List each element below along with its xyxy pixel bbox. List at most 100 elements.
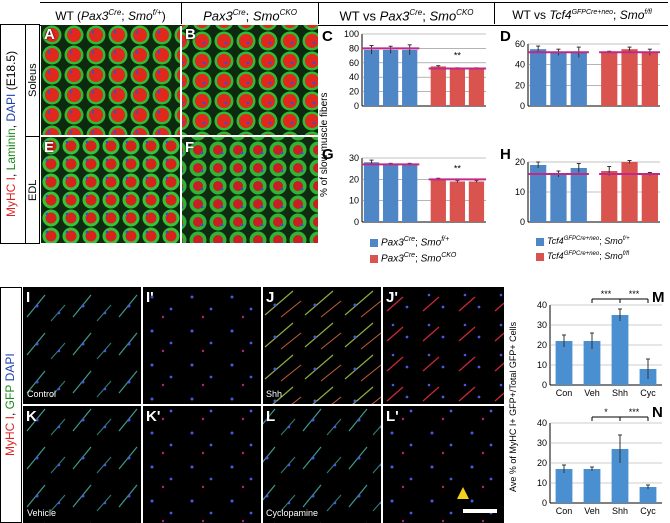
y-tick-label: 0 <box>542 380 547 390</box>
y-tick-label: 20 <box>349 174 359 184</box>
panel-label-F: F <box>185 139 195 156</box>
y-tick-label: 30 <box>349 153 359 163</box>
header-divider <box>181 2 182 24</box>
tissue-label-divider <box>26 136 40 137</box>
bar <box>641 174 658 222</box>
panel-label-Jp: J' <box>386 289 398 306</box>
y-tick-label: 60 <box>349 58 359 68</box>
header-wt-vs-pax3: WT vs Pax3Cre; SmoCKO <box>339 8 474 24</box>
caption-vehicle: Vehicle <box>27 508 57 518</box>
header-bar <box>40 2 668 26</box>
bar <box>621 162 638 222</box>
y-tick-label: 80 <box>349 43 359 53</box>
panel-label-G: G <box>322 146 334 163</box>
y-tick-label: 10 <box>537 360 547 370</box>
stain-label-box <box>0 24 26 244</box>
header-divider <box>318 2 319 24</box>
y-tick-label: 0 <box>354 217 359 227</box>
bar <box>402 49 418 106</box>
bar <box>468 181 485 222</box>
y-tick-label: 40 <box>349 72 359 82</box>
culture-grid <box>23 287 504 523</box>
x-tick-label: Shh <box>612 388 628 398</box>
panel-label-H: H <box>500 146 511 163</box>
bar <box>449 181 466 222</box>
y-tick-label: 10 <box>515 187 525 197</box>
panel-label-Ip: I' <box>146 289 154 306</box>
y-tick-label: 20 <box>537 458 547 468</box>
bar <box>363 162 380 222</box>
micrograph-E <box>41 137 180 243</box>
panel-label-C: C <box>322 28 333 45</box>
panel-label-K: K <box>26 408 37 425</box>
caption-shh: Shh <box>266 389 283 399</box>
significance-label: *** <box>629 407 640 417</box>
header-wt-vs-tcf4: WT vs Tcf4GFPCre+neo; Smof/fl <box>512 8 652 22</box>
bar <box>402 164 418 222</box>
panel-label-L: L <box>266 408 276 425</box>
x-tick-label: Con <box>556 506 573 516</box>
y-tick-label: 40 <box>515 60 525 70</box>
y-tick-label: 100 <box>344 29 359 39</box>
panel-label-M: M <box>652 289 665 306</box>
bar <box>583 341 601 385</box>
bar <box>555 469 573 503</box>
x-tick-label: Shh <box>612 506 628 516</box>
panel-label-Lp: L' <box>386 408 399 425</box>
tissue-label-box <box>26 24 40 244</box>
legend-item-wt: Pax3Cre; Smof/+ <box>370 233 456 249</box>
y-tick-label: 0 <box>520 217 525 227</box>
header-divider <box>494 2 495 24</box>
header-wt-pax3: WT (Pax3Cre; Smof/+) <box>55 8 166 23</box>
significance-label: *** <box>601 289 612 299</box>
bar <box>382 164 399 222</box>
caption-control: Control <box>27 389 57 399</box>
bar <box>611 315 629 385</box>
x-tick-label: Veh <box>584 506 600 516</box>
y-tick-label: 20 <box>515 157 525 167</box>
y-tick-label: 60 <box>515 39 525 49</box>
y-tick-label: 10 <box>349 196 359 206</box>
chart-D: 0 20 40 60 <box>515 39 660 111</box>
bar <box>530 49 547 106</box>
bar <box>550 174 567 222</box>
bar <box>601 171 618 222</box>
y-tick-label: 30 <box>537 320 547 330</box>
y-tick-label: 40 <box>537 300 547 310</box>
bottom-y-axis-title: Ave % of MyHC I+ GFP+/Total GFP+ Cells <box>508 321 518 493</box>
y-tick-label: 40 <box>537 418 547 428</box>
panel-label-E: E <box>44 139 55 156</box>
legend-item-tcf4-wt: Tcf4GFPCre+neo; Smof/+ <box>536 233 630 248</box>
header-pax3-cko: Pax3Cre; SmoCKO <box>203 8 297 24</box>
panel-label-Kp: K' <box>146 408 161 425</box>
micrograph-B <box>182 25 318 135</box>
significance-label: * <box>604 407 608 417</box>
bar <box>621 49 638 106</box>
bar <box>363 49 380 106</box>
y-tick-label: 20 <box>515 80 525 90</box>
bar <box>611 449 629 503</box>
panel-label-I: I <box>26 289 31 306</box>
bar <box>550 52 567 106</box>
y-tick-label: 0 <box>542 498 547 508</box>
bar <box>468 68 485 106</box>
bar <box>583 469 601 503</box>
significance-label: ** <box>454 51 462 61</box>
legend-pax3: Pax3Cre; Smof/+ Pax3Cre; SmoCKO <box>370 233 456 266</box>
y-tick-label: 20 <box>349 87 359 97</box>
panel-label-J: J <box>266 289 275 306</box>
legend-item-cko: Pax3Cre; SmoCKO <box>370 249 456 265</box>
bar <box>382 49 399 106</box>
bar <box>449 68 466 106</box>
caption-cyclopamine: Cyclopamine <box>266 508 319 518</box>
y-tick-label: 0 <box>354 101 359 111</box>
x-tick-label: Cyc <box>640 506 656 516</box>
legend-item-tcf4-cko: Tcf4GFPCre+neo; Smof/fl <box>536 248 630 263</box>
chart-H: 0 10 20 <box>515 157 660 227</box>
bar <box>430 179 446 222</box>
chart-M: 0 10 20 30 40 Con Veh Shh Cyc *** *** <box>537 289 662 398</box>
bar <box>555 341 573 385</box>
panel-label-B: B <box>185 26 196 43</box>
x-tick-label: Con <box>556 388 573 398</box>
y-tick-label: 30 <box>537 438 547 448</box>
